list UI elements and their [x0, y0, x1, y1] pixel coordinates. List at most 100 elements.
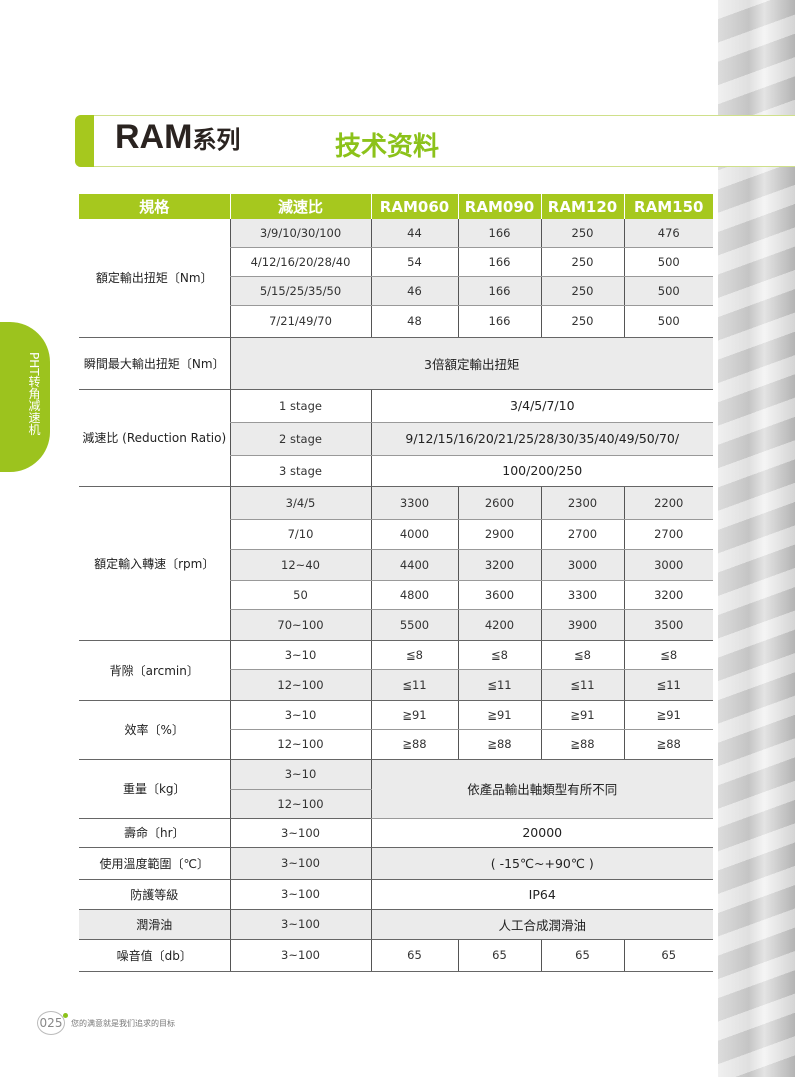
value-cell: ≧91	[540, 700, 624, 730]
table-row: 效率〔%〕 3~10 ≧91 ≧91 ≧91 ≧91	[79, 700, 713, 760]
ratio-cell: 3~100	[229, 939, 371, 972]
value-cell: ≧91	[457, 700, 541, 730]
value-cell: 476	[623, 219, 713, 248]
value-cell: ≦11	[370, 669, 458, 701]
value-cell: 3200	[457, 549, 541, 581]
series-name: RAM	[115, 118, 193, 156]
merged-value: 3倍額定輸出扭矩	[229, 337, 713, 390]
spec-label: 減速比 (Reduction Ratio)	[79, 389, 230, 487]
value-cell: ≦8	[623, 640, 713, 670]
value-cell: ≧88	[540, 729, 624, 760]
table-row: 額定輸出扭矩〔Nm〕 3/9/10/30/100 44 166 250 476	[79, 219, 713, 338]
value-cell: ≧91	[370, 700, 458, 730]
table-row: 12~100 ≧88 ≧88 ≧88 ≧88	[79, 729, 713, 760]
value-cell: ≦11	[623, 669, 713, 701]
table-row: 12~100	[79, 789, 713, 819]
spec-label: 潤滑油	[79, 909, 230, 940]
value-cell: ≦11	[457, 669, 541, 701]
value-cell: ≦11	[540, 669, 624, 701]
ratio-cell: 5/15/25/35/50	[229, 276, 371, 306]
value-cell: 54	[370, 247, 458, 277]
ratio-cell: 2 stage	[229, 422, 371, 456]
value-cell: 500	[623, 247, 713, 277]
spec-label: 瞬間最大輸出扭矩〔Nm〕	[79, 337, 230, 390]
title-accent-bar	[75, 115, 94, 167]
series-suffix: 系列	[192, 127, 241, 154]
merged-value: ( -15℃~+90℃ )	[370, 847, 713, 880]
spec-label: 壽命〔hr〕	[79, 818, 230, 848]
header-row: 規格 減速比 RAM060 RAM090 RAM120 RAM150	[79, 194, 713, 219]
ratio-cell: 3~10	[229, 700, 371, 730]
ratio-cell: 7/21/49/70	[229, 305, 371, 338]
value-cell: 500	[623, 276, 713, 306]
value-cell: 250	[540, 247, 624, 277]
value-cell: 46	[370, 276, 458, 306]
value-cell: 4200	[457, 609, 541, 641]
spec-label: 防護等級	[79, 879, 230, 910]
table-row: 減速比 (Reduction Ratio) 1 stage 3/4/5/7/10	[79, 389, 713, 487]
value-cell: 500	[623, 305, 713, 338]
merged-value: 100/200/250	[370, 455, 713, 487]
spec-label: 使用溫度範圍〔℃〕	[79, 847, 230, 880]
table-row: 50 4800 3600 3300 3200	[79, 580, 713, 610]
value-cell: ≧88	[370, 729, 458, 760]
table-row: 瞬間最大輸出扭矩〔Nm〕 3倍額定輸出扭矩	[79, 337, 713, 390]
spec-label: 效率〔%〕	[79, 700, 230, 760]
ratio-cell: 50	[229, 580, 371, 610]
value-cell: 3900	[540, 609, 624, 641]
value-cell: 48	[370, 305, 458, 338]
value-cell: 3000	[623, 549, 713, 581]
section-title: 技术资料	[335, 132, 440, 162]
ratio-cell: 3 stage	[229, 455, 371, 487]
table-row: 2 stage 9/12/15/16/20/21/25/28/30/35/40/4…	[79, 422, 713, 456]
value-cell: 166	[457, 276, 541, 306]
table-row: 噪音值〔db〕 3~100 65 65 65 65	[79, 939, 713, 972]
value-cell: 3600	[457, 580, 541, 610]
header-ratio: 減速比	[230, 194, 372, 219]
spec-label: 額定輸出扭矩〔Nm〕	[79, 219, 230, 338]
side-tab	[0, 322, 50, 472]
value-cell: ≧88	[623, 729, 713, 760]
spec-label: 背隙〔arcmin〕	[79, 640, 230, 701]
ratio-cell: 7/10	[229, 519, 371, 550]
value-cell: 250	[540, 305, 624, 338]
value-cell: 166	[457, 219, 541, 248]
table-row: 7/10 4000 2900 2700 2700	[79, 519, 713, 550]
table-row: 壽命〔hr〕 3~100 20000	[79, 818, 713, 848]
value-cell: 250	[540, 276, 624, 306]
value-cell: 250	[540, 219, 624, 248]
title-box	[75, 115, 795, 167]
spec-label: 重量〔kg〕	[79, 759, 230, 819]
value-cell: 4000	[370, 519, 458, 550]
value-cell: 2600	[457, 486, 541, 520]
header-ram120: RAM120	[541, 194, 625, 219]
merged-value: 人工合成潤滑油	[370, 909, 713, 940]
ratio-cell: 1 stage	[229, 389, 371, 423]
header-ram060: RAM060	[371, 194, 459, 219]
value-cell: 2300	[540, 486, 624, 520]
merged-value: 3/4/5/7/10	[370, 389, 713, 423]
merged-value: IP64	[370, 879, 713, 910]
ratio-cell: 3~100	[229, 847, 371, 880]
series-title: RAM系列	[115, 118, 240, 157]
value-cell: 2900	[457, 519, 541, 550]
merged-value: 依產品輸出軸類型有所不同	[370, 759, 713, 819]
side-tab-label: PHT转角减速机	[27, 352, 41, 436]
value-cell: 166	[457, 305, 541, 338]
value-cell: 5500	[370, 609, 458, 641]
table-row: 12~100 ≦11 ≦11 ≦11 ≦11	[79, 669, 713, 701]
header-ram150: RAM150	[624, 194, 713, 219]
page-number: 025	[37, 1011, 65, 1035]
header-ram090: RAM090	[458, 194, 542, 219]
value-cell: 2700	[623, 519, 713, 550]
spec-label: 噪音值〔db〕	[79, 939, 230, 972]
dot-icon	[63, 1012, 68, 1018]
value-cell: 166	[457, 247, 541, 277]
value-cell: 3300	[540, 580, 624, 610]
ratio-cell: 4/12/16/20/28/40	[229, 247, 371, 277]
merged-value: 20000	[370, 818, 713, 848]
value-cell: 65	[457, 939, 541, 972]
ratio-cell: 12~100	[229, 789, 371, 819]
table-row: 使用溫度範圍〔℃〕 3~100( -15℃~+90℃ )	[79, 847, 713, 880]
